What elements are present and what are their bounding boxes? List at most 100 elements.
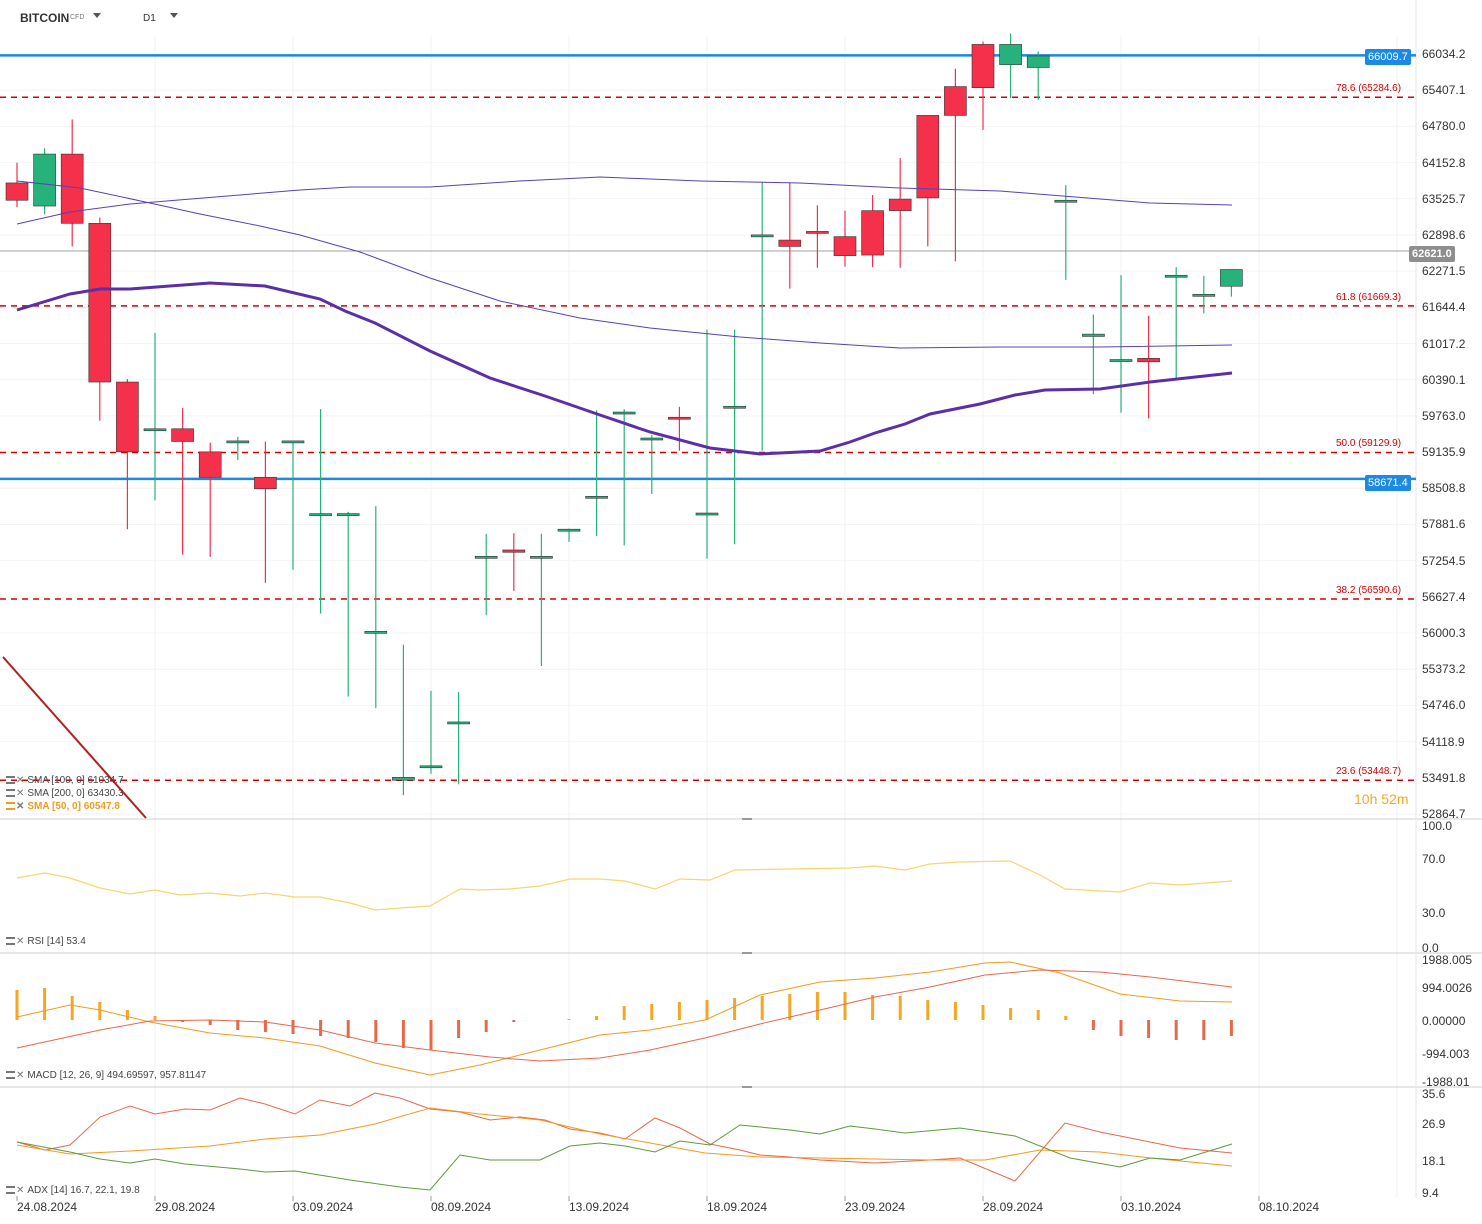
legend-rsi[interactable]: ✕ RSI [14] 53.4 [6,936,86,947]
date-tick: 28.09.2024 [983,1200,1044,1214]
sma50-line [16,281,1233,456]
timeframe-selector[interactable]: D1 [143,13,156,24]
macd-axis-tick: 994.0026 [1422,981,1473,995]
close-icon[interactable]: ✕ [16,788,25,799]
legend-macd[interactable]: ✕ MACD [12, 26, 9] 494.69597, 957.81147 [6,1070,206,1081]
candle-up [226,440,250,444]
price-tick: 52864.7 [1422,807,1466,821]
date-tick: 03.10.2024 [1121,1200,1182,1214]
candle-up [750,234,774,238]
close-icon[interactable]: ✕ [16,801,25,812]
candle-down [888,198,912,211]
price-tick: 59763.0 [1422,408,1466,423]
candle-down [254,476,277,490]
price-tick: 57881.6 [1422,517,1466,532]
candle-up [557,528,581,532]
legend-label: SMA [100, 0] [27,775,85,786]
price-tick: 61644.4 [1422,300,1466,315]
fib-label: 78.6 (65284.6) [1336,83,1402,95]
list-icon[interactable] [6,802,15,811]
list-icon[interactable] [6,1071,15,1080]
fib-label: 50.0 (59129.9) [1336,438,1402,450]
legend-sma100[interactable]: ✕ SMA [100, 0] 61034.7 [6,775,124,786]
adx-axis-tick: 26.9 [1422,1117,1446,1131]
date-tick: 03.09.2024 [293,1200,354,1214]
fib-label: 38.2 (56590.6) [1336,584,1402,596]
list-icon[interactable] [6,937,15,946]
candle-up [1109,359,1133,362]
close-icon[interactable]: ✕ [16,1185,25,1196]
price-tick: 62898.6 [1422,227,1466,242]
candle-down [1137,358,1160,363]
candle-up [447,721,470,725]
trendline [2,656,147,819]
support-price-tag: 58671.4 [1365,475,1411,491]
candle-up [33,153,56,207]
adx-minus-di-line [16,1124,1233,1191]
current-price-tag: 62621.0 [1409,246,1455,262]
symbol-name[interactable]: BITCOIN [20,11,70,25]
candle-up [1220,269,1243,287]
candle-down [5,182,29,201]
candle-down [198,451,222,478]
price-tick: 53491.8 [1422,770,1466,785]
close-icon[interactable]: ✕ [16,775,25,786]
list-icon[interactable] [6,789,15,798]
macd-axis-tick: 1988.005 [1422,953,1473,967]
price-tick: 55373.2 [1422,662,1466,677]
candle-down [861,210,884,256]
symbol-type: CFD [70,14,85,21]
macd-panel [15,961,1233,1076]
legend-sma200[interactable]: ✕ SMA [200, 0] 63430.3 [6,788,124,799]
candle-up [585,495,608,499]
price-tick: 66034.2 [1422,47,1466,61]
candle-up [281,440,305,444]
candle-down [944,86,967,116]
list-icon[interactable] [6,1186,15,1195]
macd-line [16,961,1233,1076]
rsi-axis-tick: 30.0 [1422,906,1446,920]
resistance-price-tag: 66009.7 [1365,49,1411,65]
close-icon[interactable]: ✕ [16,1070,25,1081]
legend-value: 16.7, 22.1, 19.8 [70,1185,140,1196]
candle-down [171,428,194,442]
candle-up [1054,199,1078,203]
legend-value: 60547.8 [83,801,120,812]
candle-up [336,513,360,516]
candle-up [999,44,1022,65]
close-icon[interactable]: ✕ [16,936,25,947]
moving-averages [16,176,1233,456]
list-icon[interactable] [6,776,15,785]
price-tick: 54746.0 [1422,698,1466,713]
legend-sma50[interactable]: ✕ SMA [50, 0] 60547.8 [6,801,120,812]
candle-up [1164,274,1188,278]
timeframe-dropdown-icon[interactable] [170,13,178,18]
candle-down [502,549,526,553]
candle-down [88,223,112,383]
symbol-dropdown-icon[interactable] [93,13,101,18]
rsi-axis-tick: 70.0 [1422,852,1446,866]
legend-label: RSI [14] [27,936,64,947]
price-tick: 63525.7 [1422,191,1466,206]
legend-value: 53.4 [66,936,86,947]
macd-axis-tick: -1988.01 [1422,1075,1470,1089]
candle-up [723,405,746,409]
legend-adx[interactable]: ✕ ADX [14] 16.7, 22.1, 19.8 [6,1185,140,1196]
date-tick: 24.08.2024 [17,1200,78,1214]
price-tick: 62271.5 [1422,264,1466,279]
candle-countdown: 10h 52m [1354,791,1409,807]
candle-up [309,513,332,516]
date-tick: 08.10.2024 [1259,1200,1320,1214]
trendline [2,656,147,819]
date-tick: 23.09.2024 [845,1200,906,1214]
price-tick: 64152.8 [1422,155,1466,170]
adx-line [16,1107,1233,1167]
candle-up [364,631,388,634]
candle-up [1082,333,1105,337]
price-tick: 64780.0 [1422,119,1466,134]
candle-up [1026,55,1050,68]
levels [0,54,1416,782]
price-tick: 60390.1 [1422,372,1466,387]
adx-panel [16,1092,1233,1191]
